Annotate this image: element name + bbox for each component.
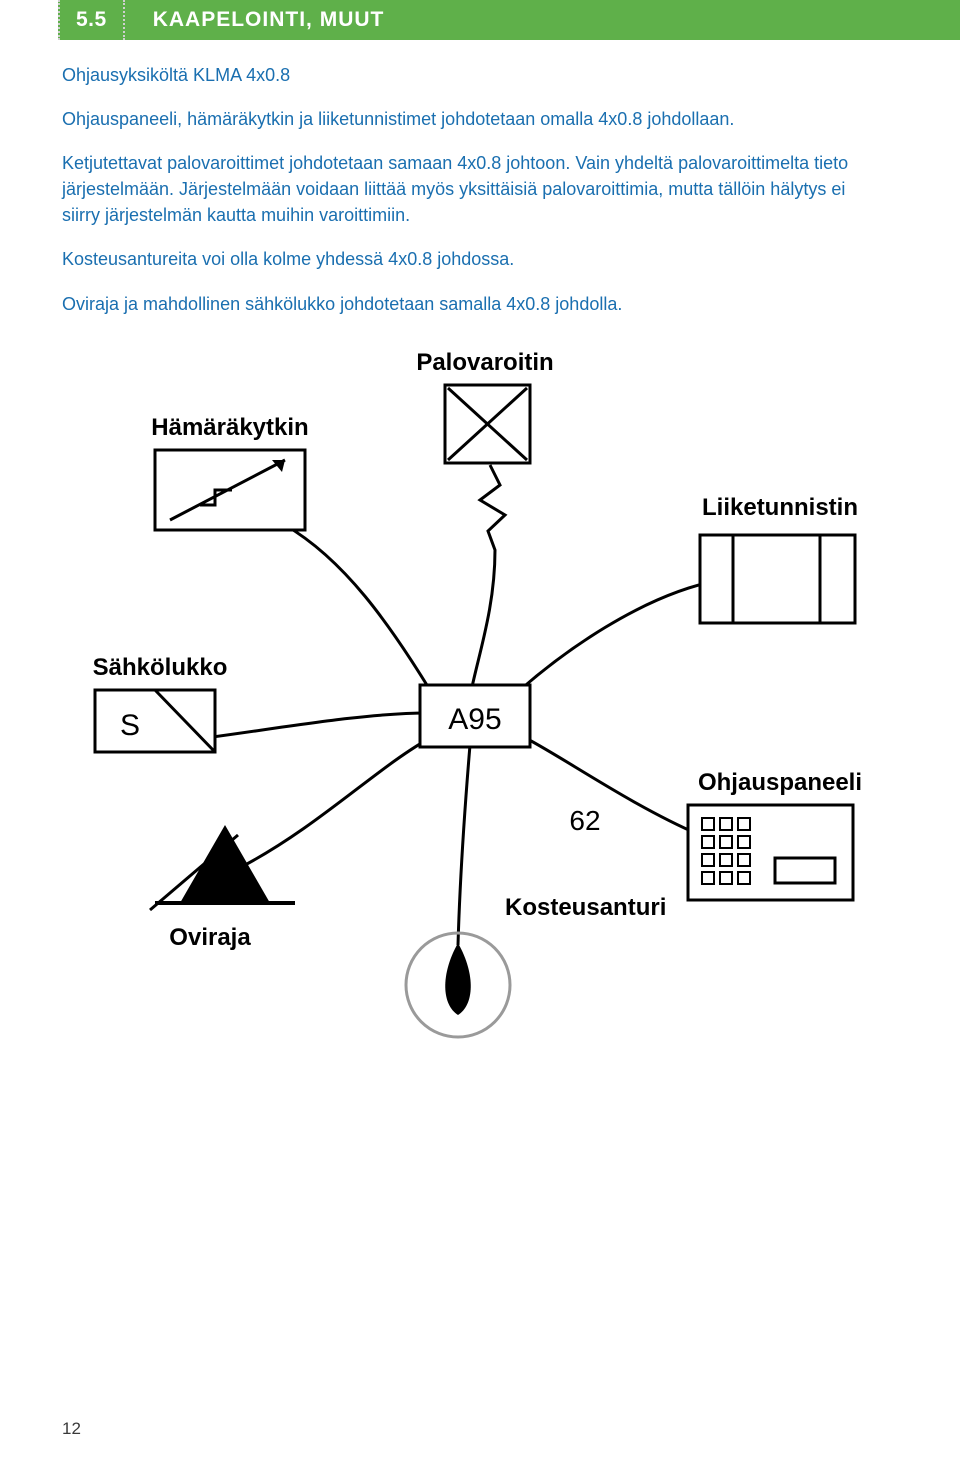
a95-label: A95 [448,703,501,736]
section-number: 5.5 [58,0,125,40]
a95-box: A95 [420,685,530,747]
kosteusanturi-label: Kosteusanturi [505,894,666,921]
palovaroitin-label: Palovaroitin [416,349,553,376]
sahkolukko-label: Sähkölukko [93,654,228,681]
ohjauspaneeli-icon: Ohjauspaneeli [688,769,862,900]
body-text: Ohjausyksiköltä KLMA 4x0.8 Ohjauspaneeli… [0,62,960,317]
wiring-diagram: Palovaroitin Hämäräkytkin Liiketunnistin [60,335,900,1100]
section-title: KAAPELOINTI, MUUT [125,0,960,40]
liiketunnistin-label: Liiketunnistin [702,494,858,521]
hamarakytkin-icon: Hämäräkytkin [151,414,308,530]
paragraph-3: Ketjutettavat palovaroittimet johdotetaa… [62,150,870,228]
ohjauspaneeli-label: Ohjauspaneeli [698,769,862,796]
liiketunnistin-icon: Liiketunnistin [700,494,858,623]
paragraph-5: Oviraja ja mahdollinen sähkölukko johdot… [62,291,870,317]
paragraph-2: Ohjauspaneeli, hämäräkytkin ja liiketunn… [62,106,870,132]
hamarakytkin-label: Hämäräkytkin [151,414,308,441]
kosteusanturi-icon: Kosteusanturi [406,894,666,1037]
section-header: 5.5 KAAPELOINTI, MUUT [0,0,960,40]
sahkolukko-icon: Sähkölukko S [93,654,228,752]
page-number: 12 [62,1419,81,1439]
oviraja-icon: Oviraja [150,825,295,951]
palovaroitin-icon: Palovaroitin [416,349,553,463]
oviraja-label: Oviraja [169,924,251,951]
paragraph-4: Kosteusantureita voi olla kolme yhdessä … [62,246,870,272]
sahkolukko-s: S [120,709,140,742]
num-62: 62 [569,805,600,836]
paragraph-1: Ohjausyksiköltä KLMA 4x0.8 [62,62,870,88]
